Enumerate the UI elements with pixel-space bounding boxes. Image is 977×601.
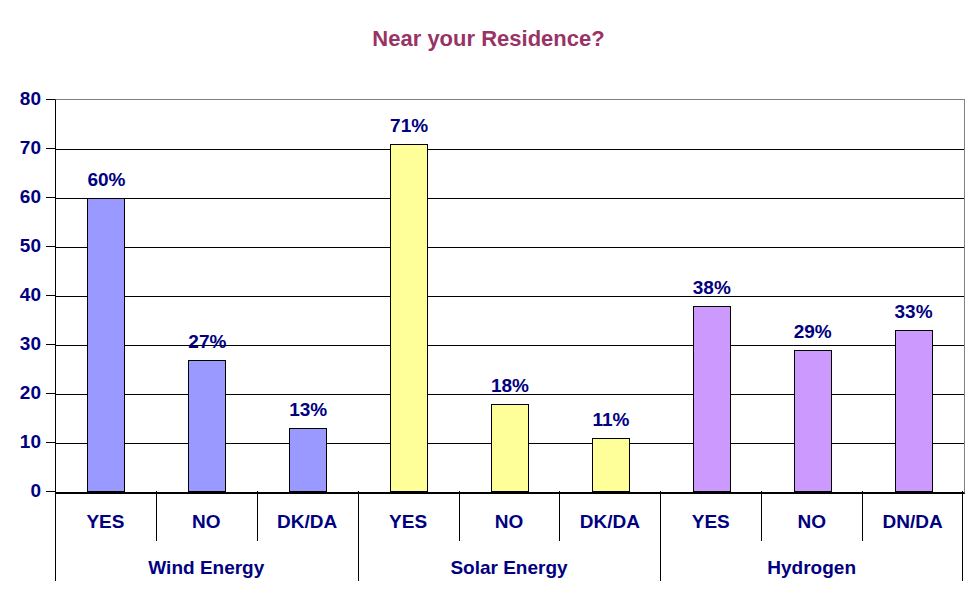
category-separator <box>459 491 460 541</box>
chart-title: Near your Residence? <box>0 26 977 52</box>
group-separator <box>55 491 56 581</box>
bar-chart: Near your Residence? 60% 27% 13% 71% 18%11% 3… <box>0 0 977 601</box>
group-separator <box>358 491 359 581</box>
category-label-wind-energy-no: NO <box>156 491 257 541</box>
y-tick-label-30: 30 <box>0 334 41 354</box>
plot-area: 60% 27% 13% 71% 18%11% 38% 29%33% <box>55 99 965 494</box>
group-label-wind-energy: Wind Energy <box>55 541 358 581</box>
group-separator <box>962 491 963 581</box>
category-separator <box>761 491 762 541</box>
y-tick-60 <box>46 197 55 198</box>
category-separator <box>862 491 863 541</box>
category-label-solar-energy-dk-da: DK/DA <box>559 491 660 541</box>
category-label-hydrogen-dn-da: DN/DA <box>862 491 963 541</box>
gridline-50 <box>56 247 964 248</box>
bar-solar-energy-yes <box>390 144 428 492</box>
bar-solar-energy-dk-da <box>592 438 630 492</box>
bar-label-hydrogen-yes: 38% <box>662 278 762 298</box>
y-tick-10 <box>46 442 55 443</box>
bar-label-wind-energy-no: 27% <box>157 332 257 352</box>
gridline-40 <box>56 296 964 297</box>
category-label-solar-energy-no: NO <box>459 491 560 541</box>
bar-wind-energy-dk-da <box>289 428 327 492</box>
category-label-solar-energy-yes: YES <box>358 491 459 541</box>
y-tick-70 <box>46 148 55 149</box>
bar-label-solar-energy-no: 18% <box>460 376 560 396</box>
bar-label-wind-energy-yes: 60% <box>56 170 156 190</box>
gridline-60 <box>56 198 964 199</box>
category-label-wind-energy-dk-da: DK/DA <box>257 491 358 541</box>
y-tick-20 <box>46 393 55 394</box>
bar-label-solar-energy-yes: 71% <box>359 116 459 136</box>
y-tick-label-40: 40 <box>0 285 41 305</box>
category-separator <box>559 491 560 541</box>
x-axis: YESNODK/DAWind EnergyYESNODK/DASolar Ene… <box>55 491 963 583</box>
y-tick-label-50: 50 <box>0 236 41 256</box>
category-separator <box>257 491 258 541</box>
y-tick-50 <box>46 246 55 247</box>
bar-wind-energy-no <box>188 360 226 492</box>
bar-label-hydrogen-no: 29% <box>763 322 863 342</box>
category-label-wind-energy-yes: YES <box>55 491 156 541</box>
category-label-hydrogen-no: NO <box>761 491 862 541</box>
bar-label-hydrogen-dn-da: 33% <box>864 302 964 322</box>
bar-hydrogen-dn-da <box>895 330 933 492</box>
y-tick-label-70: 70 <box>0 138 41 158</box>
y-tick-0 <box>46 491 55 492</box>
y-tick-40 <box>46 295 55 296</box>
group-label-solar-energy: Solar Energy <box>358 541 661 581</box>
gridline-70 <box>56 149 964 150</box>
group-label-hydrogen: Hydrogen <box>660 541 963 581</box>
y-tick-label-80: 80 <box>0 89 41 109</box>
bar-hydrogen-no <box>794 350 832 492</box>
bar-label-solar-energy-dk-da: 11% <box>561 410 661 430</box>
group-separator <box>660 491 661 581</box>
y-tick-80 <box>46 99 55 100</box>
bar-label-wind-energy-dk-da: 13% <box>258 400 358 420</box>
y-tick-label-20: 20 <box>0 383 41 403</box>
bar-wind-energy-yes <box>87 198 125 492</box>
category-separator <box>156 491 157 541</box>
y-tick-label-0: 0 <box>0 481 41 501</box>
bar-hydrogen-yes <box>693 306 731 492</box>
bar-solar-energy-no <box>491 404 529 492</box>
y-tick-label-10: 10 <box>0 432 41 452</box>
y-tick-label-60: 60 <box>0 187 41 207</box>
category-label-hydrogen-yes: YES <box>660 491 761 541</box>
y-tick-30 <box>46 344 55 345</box>
